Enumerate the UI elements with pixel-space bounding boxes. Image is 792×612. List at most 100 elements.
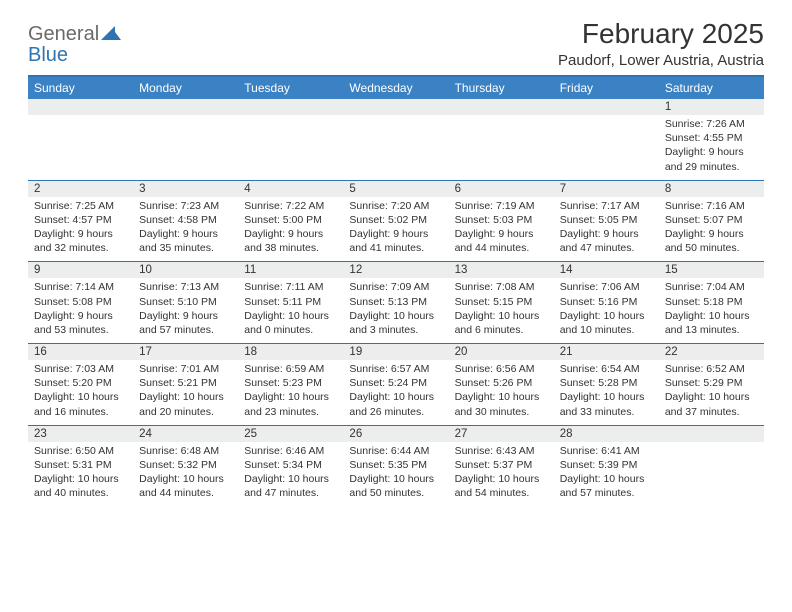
day-body: Sunrise: 6:46 AMSunset: 5:34 PMDaylight:…: [244, 442, 337, 501]
daylight-text: and 35 minutes.: [139, 241, 232, 255]
sunset-text: Sunset: 5:10 PM: [139, 295, 232, 309]
daylight-text: Daylight: 10 hours: [560, 472, 653, 486]
day-body: Sunrise: 7:08 AMSunset: 5:15 PMDaylight:…: [455, 278, 548, 337]
daylight-text: and 37 minutes.: [665, 405, 758, 419]
day-cell: 3Sunrise: 7:23 AMSunset: 4:58 PMDaylight…: [133, 181, 238, 262]
daylight-text: and 57 minutes.: [139, 323, 232, 337]
day-number: 8: [659, 181, 764, 197]
sunset-text: Sunset: 5:07 PM: [665, 213, 758, 227]
day-number: 2: [28, 181, 133, 197]
sunrise-text: Sunrise: 6:57 AM: [349, 362, 442, 376]
sunrise-text: Sunrise: 6:41 AM: [560, 444, 653, 458]
day-cell: 18Sunrise: 6:59 AMSunset: 5:23 PMDayligh…: [238, 344, 343, 425]
day-body: Sunrise: 7:17 AMSunset: 5:05 PMDaylight:…: [560, 197, 653, 256]
daylight-text: and 47 minutes.: [244, 486, 337, 500]
day-body: Sunrise: 7:11 AMSunset: 5:11 PMDaylight:…: [244, 278, 337, 337]
day-number: 10: [133, 262, 238, 278]
day-body: Sunrise: 7:09 AMSunset: 5:13 PMDaylight:…: [349, 278, 442, 337]
daylight-text: Daylight: 10 hours: [244, 390, 337, 404]
daylight-text: and 40 minutes.: [34, 486, 127, 500]
daylight-text: Daylight: 9 hours: [139, 309, 232, 323]
sunset-text: Sunset: 5:29 PM: [665, 376, 758, 390]
daylight-text: Daylight: 10 hours: [349, 472, 442, 486]
sunset-text: Sunset: 5:35 PM: [349, 458, 442, 472]
day-number: [449, 99, 554, 115]
sunset-text: Sunset: 5:02 PM: [349, 213, 442, 227]
daylight-text: Daylight: 10 hours: [665, 309, 758, 323]
day-cell: 21Sunrise: 6:54 AMSunset: 5:28 PMDayligh…: [554, 344, 659, 425]
day-body: Sunrise: 6:50 AMSunset: 5:31 PMDaylight:…: [34, 442, 127, 501]
day-cell: 5Sunrise: 7:20 AMSunset: 5:02 PMDaylight…: [343, 181, 448, 262]
logo-sail-icon: [101, 24, 121, 45]
day-number: 14: [554, 262, 659, 278]
sunrise-text: Sunrise: 7:23 AM: [139, 199, 232, 213]
daylight-text: Daylight: 10 hours: [139, 472, 232, 486]
daylight-text: and 41 minutes.: [349, 241, 442, 255]
sunrise-text: Sunrise: 6:44 AM: [349, 444, 442, 458]
sunrise-text: Sunrise: 6:59 AM: [244, 362, 337, 376]
day-cell: [133, 99, 238, 180]
day-cell: 17Sunrise: 7:01 AMSunset: 5:21 PMDayligh…: [133, 344, 238, 425]
sunset-text: Sunset: 5:39 PM: [560, 458, 653, 472]
location: Paudorf, Lower Austria, Austria: [558, 52, 764, 69]
daylight-text: Daylight: 10 hours: [560, 390, 653, 404]
day-body: Sunrise: 7:20 AMSunset: 5:02 PMDaylight:…: [349, 197, 442, 256]
day-body: Sunrise: 6:56 AMSunset: 5:26 PMDaylight:…: [455, 360, 548, 419]
month-title: February 2025: [558, 18, 764, 50]
daylight-text: Daylight: 10 hours: [560, 309, 653, 323]
week-row: 2Sunrise: 7:25 AMSunset: 4:57 PMDaylight…: [28, 181, 764, 263]
calendar-page: General Blue February 2025 Paudorf, Lowe…: [0, 0, 792, 524]
daylight-text: and 23 minutes.: [244, 405, 337, 419]
sunrise-text: Sunrise: 7:22 AM: [244, 199, 337, 213]
sunrise-text: Sunrise: 7:13 AM: [139, 280, 232, 294]
sunrise-text: Sunrise: 7:14 AM: [34, 280, 127, 294]
day-number: 11: [238, 262, 343, 278]
day-body: Sunrise: 7:01 AMSunset: 5:21 PMDaylight:…: [139, 360, 232, 419]
daylight-text: Daylight: 9 hours: [349, 227, 442, 241]
sunset-text: Sunset: 5:32 PM: [139, 458, 232, 472]
day-header-wed: Wednesday: [343, 77, 448, 99]
sunrise-text: Sunrise: 7:17 AM: [560, 199, 653, 213]
week-row: 23Sunrise: 6:50 AMSunset: 5:31 PMDayligh…: [28, 426, 764, 507]
day-body: Sunrise: 6:48 AMSunset: 5:32 PMDaylight:…: [139, 442, 232, 501]
sunset-text: Sunset: 5:18 PM: [665, 295, 758, 309]
day-cell: 27Sunrise: 6:43 AMSunset: 5:37 PMDayligh…: [449, 426, 554, 507]
day-header-fri: Friday: [554, 77, 659, 99]
day-body: Sunrise: 6:59 AMSunset: 5:23 PMDaylight:…: [244, 360, 337, 419]
daylight-text: and 26 minutes.: [349, 405, 442, 419]
sunset-text: Sunset: 5:31 PM: [34, 458, 127, 472]
daylight-text: and 57 minutes.: [560, 486, 653, 500]
day-number: 13: [449, 262, 554, 278]
day-cell: 12Sunrise: 7:09 AMSunset: 5:13 PMDayligh…: [343, 262, 448, 343]
daylight-text: and 50 minutes.: [349, 486, 442, 500]
logo-word2: Blue: [28, 44, 68, 66]
sunset-text: Sunset: 5:34 PM: [244, 458, 337, 472]
daylight-text: and 16 minutes.: [34, 405, 127, 419]
day-body: Sunrise: 6:54 AMSunset: 5:28 PMDaylight:…: [560, 360, 653, 419]
day-cell: 8Sunrise: 7:16 AMSunset: 5:07 PMDaylight…: [659, 181, 764, 262]
day-body: Sunrise: 7:16 AMSunset: 5:07 PMDaylight:…: [665, 197, 758, 256]
day-number: 12: [343, 262, 448, 278]
daylight-text: and 47 minutes.: [560, 241, 653, 255]
day-number: 20: [449, 344, 554, 360]
day-body: Sunrise: 7:06 AMSunset: 5:16 PMDaylight:…: [560, 278, 653, 337]
sunrise-text: Sunrise: 6:50 AM: [34, 444, 127, 458]
sunrise-text: Sunrise: 7:11 AM: [244, 280, 337, 294]
sunrise-text: Sunrise: 6:46 AM: [244, 444, 337, 458]
daylight-text: Daylight: 10 hours: [455, 309, 548, 323]
day-number: 5: [343, 181, 448, 197]
day-cell: 14Sunrise: 7:06 AMSunset: 5:16 PMDayligh…: [554, 262, 659, 343]
sunrise-text: Sunrise: 7:26 AM: [665, 117, 758, 131]
day-number: 17: [133, 344, 238, 360]
daylight-text: and 44 minutes.: [139, 486, 232, 500]
day-cell: 22Sunrise: 6:52 AMSunset: 5:29 PMDayligh…: [659, 344, 764, 425]
daylight-text: and 3 minutes.: [349, 323, 442, 337]
day-cell: 11Sunrise: 7:11 AMSunset: 5:11 PMDayligh…: [238, 262, 343, 343]
day-body: Sunrise: 7:26 AMSunset: 4:55 PMDaylight:…: [665, 115, 758, 174]
sunrise-text: Sunrise: 7:03 AM: [34, 362, 127, 376]
day-cell: 7Sunrise: 7:17 AMSunset: 5:05 PMDaylight…: [554, 181, 659, 262]
day-number: [28, 99, 133, 115]
sunset-text: Sunset: 5:11 PM: [244, 295, 337, 309]
sunset-text: Sunset: 5:15 PM: [455, 295, 548, 309]
sunrise-text: Sunrise: 7:19 AM: [455, 199, 548, 213]
